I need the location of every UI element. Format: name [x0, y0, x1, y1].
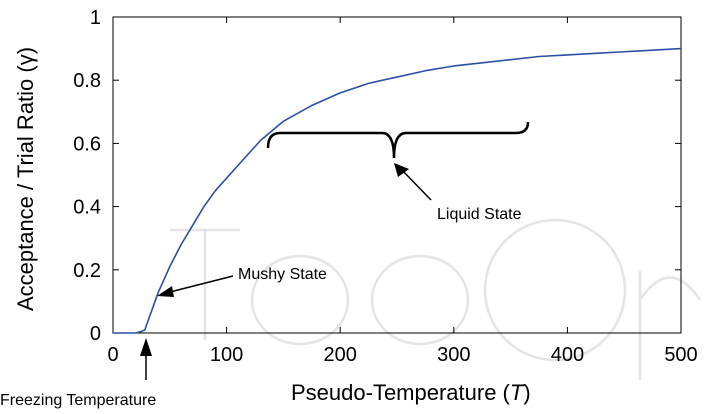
watermark	[170, 218, 702, 380]
y-tick-label: 0.2	[73, 260, 101, 282]
y-tick-label: 0	[90, 323, 101, 345]
watermark-stroke	[370, 254, 470, 346]
series-group	[113, 47, 682, 334]
mushy-state-arrow	[169, 275, 234, 293]
liquid-state-arrowhead	[394, 163, 409, 177]
x-tick-label: 100	[210, 344, 243, 366]
x-tick-label: 300	[437, 344, 470, 366]
ticks	[112, 16, 682, 334]
freezing-temperature-label: Freezing Temperature	[0, 392, 156, 409]
x-tick-label: 500	[664, 344, 697, 366]
liquid-state-arrow	[399, 167, 432, 201]
watermark-stroke	[483, 218, 627, 362]
x-tick-label: 0	[107, 344, 118, 366]
series-line	[113, 47, 682, 334]
tick-labels: 0 100 200 300 400 500 0 0.2 0.4 0.6 0.8 1	[73, 7, 698, 366]
mushy-state-label: Mushy State	[238, 266, 327, 283]
x-tick-label: 200	[324, 344, 357, 366]
annotation-liquid-state: Liquid State	[266, 121, 530, 223]
liquid-state-brace	[266, 121, 530, 159]
y-tick-label: 0.4	[73, 197, 101, 219]
annotation-mushy-state: Mushy State	[157, 266, 327, 297]
mushy-state-arrowhead	[157, 286, 174, 297]
y-tick-label: 1	[90, 7, 101, 29]
y-axis-title: Acceptance / Trial Ratio (γ)	[13, 47, 38, 311]
watermark-stroke	[170, 228, 240, 340]
freezing-temperature-arrowhead	[140, 338, 152, 356]
plot-frame	[112, 16, 682, 334]
y-tick-label: 0.8	[73, 70, 101, 92]
annotation-freezing-temperature: Freezing Temperature	[0, 338, 156, 409]
y-tick-label: 0.6	[73, 133, 101, 155]
watermark-stroke	[638, 270, 702, 380]
x-tick-label: 400	[551, 344, 584, 366]
liquid-state-label: Liquid State	[437, 206, 522, 223]
x-axis-title: Pseudo-Temperature (T)	[291, 380, 531, 405]
watermark-stroke	[250, 254, 350, 346]
